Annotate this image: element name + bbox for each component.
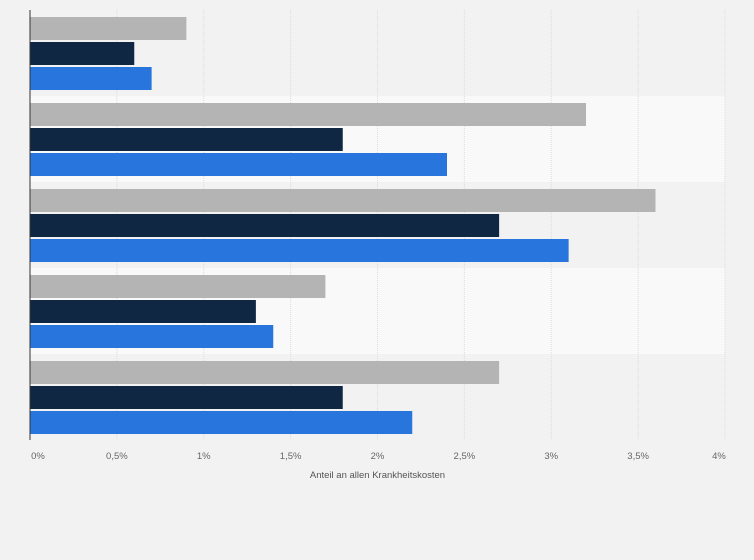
x-tick-label: 0,5% <box>106 451 128 462</box>
x-tick-label: 2% <box>371 451 385 462</box>
bar <box>30 411 413 434</box>
x-tick-label: 1% <box>197 451 211 462</box>
x-tick-label: 0% <box>31 451 45 462</box>
x-tick-label: 3% <box>544 451 558 462</box>
bar <box>30 300 256 323</box>
bar <box>30 67 152 90</box>
x-axis-title: Anteil an allen Krankheitskosten <box>310 470 445 481</box>
bars <box>30 17 656 434</box>
bar <box>30 128 343 151</box>
bar <box>30 361 500 384</box>
bar <box>30 17 187 40</box>
bar <box>30 239 569 262</box>
bar <box>30 325 274 348</box>
x-tick-label: 3,5% <box>627 451 649 462</box>
bar <box>30 189 656 212</box>
bar <box>30 153 447 176</box>
x-tick-label: 1,5% <box>280 451 302 462</box>
bar <box>30 386 343 409</box>
bar <box>30 275 326 298</box>
x-tick-label: 4% <box>712 451 726 462</box>
x-tick-label: 2,5% <box>454 451 476 462</box>
x-tick-labels: 0% 0,5% 1% 1,5% 2% 2,5% 3% 3,5% 4% <box>31 451 726 462</box>
bar <box>30 214 500 237</box>
bar <box>30 103 586 126</box>
bar <box>30 42 135 65</box>
